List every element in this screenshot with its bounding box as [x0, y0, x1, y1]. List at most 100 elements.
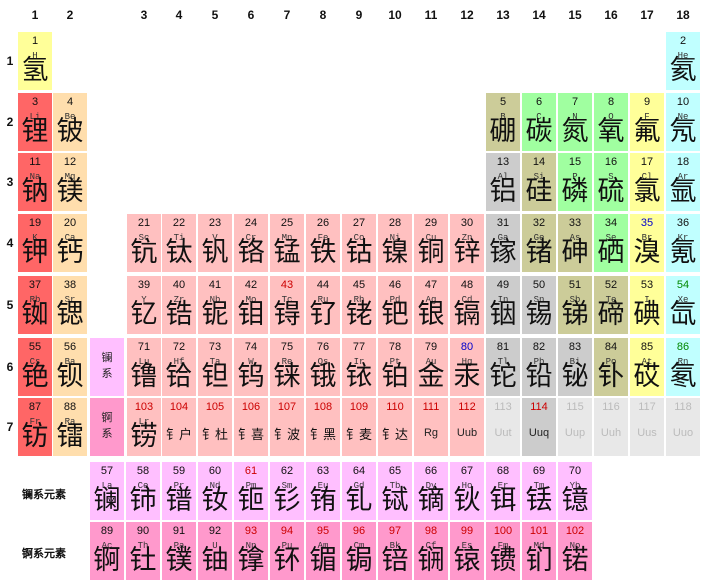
element-cell[interactable]: 35 Br 溴 [630, 214, 664, 272]
element-cell[interactable]: 60 Nd 钕 [198, 462, 232, 520]
element-cell[interactable]: 24 Cr 铬 [234, 214, 268, 272]
element-cell[interactable]: 109Mt钅麦 [342, 398, 376, 456]
element-cell[interactable]: 70 Yb 镱 [558, 462, 592, 520]
element-cell[interactable]: 32 Ge 锗 [522, 214, 556, 272]
element-cell[interactable]: 113 Uut [486, 398, 520, 456]
element-cell[interactable]: 118 Uuo [666, 398, 700, 456]
element-cell[interactable]: 51 Sb 锑 [558, 276, 592, 334]
element-cell[interactable]: 75 Re 铼 [270, 338, 304, 396]
element-cell[interactable]: 38 Sr 锶 [53, 276, 87, 334]
element-cell[interactable]: 77 Ir 铱 [342, 338, 376, 396]
element-cell[interactable]: 42 Mo 钼 [234, 276, 268, 334]
element-cell[interactable]: 61 Pm 钷 [234, 462, 268, 520]
element-cell[interactable]: 84 Po 钋 [594, 338, 628, 396]
element-cell[interactable]: 43 Tc 锝 [270, 276, 304, 334]
element-cell[interactable]: 97 Bk 锫 [378, 522, 412, 580]
element-cell[interactable]: 116 Uuh [594, 398, 628, 456]
element-cell[interactable]: 41 Nb 铌 [198, 276, 232, 334]
element-cell[interactable]: 48 Cd 镉 [450, 276, 484, 334]
element-cell[interactable]: 92 U 铀 [198, 522, 232, 580]
element-cell[interactable]: 98 Cf 锎 [414, 522, 448, 580]
element-cell[interactable]: 10 Ne 氖 [666, 93, 700, 151]
element-cell[interactable]: 100 Fm 镄 [486, 522, 520, 580]
element-cell[interactable]: 115 Uup [558, 398, 592, 456]
element-cell[interactable]: 93 Np 镎 [234, 522, 268, 580]
element-cell[interactable]: 55 Cs 铯 [18, 338, 52, 396]
element-cell[interactable]: 88 Ra 镭 [53, 398, 87, 456]
element-cell[interactable]: 19 K 钾 [18, 214, 52, 272]
element-cell[interactable]: 28 Ni 镍 [378, 214, 412, 272]
element-cell[interactable]: 83 Bi 铋 [558, 338, 592, 396]
element-cell[interactable]: 81 Tl 铊 [486, 338, 520, 396]
element-cell[interactable]: 16 S 硫 [594, 153, 628, 211]
element-cell[interactable]: 80 Hg 汞 [450, 338, 484, 396]
element-cell[interactable]: 30 Zn 锌 [450, 214, 484, 272]
element-cell[interactable]: 2 He 氦 [666, 32, 700, 90]
element-cell[interactable]: 82 Pb 铅 [522, 338, 556, 396]
element-cell[interactable]: 39 Y 钇 [127, 276, 161, 334]
element-cell[interactable]: 11 Na 钠 [18, 153, 52, 211]
element-cell[interactable]: 36 Kr 氪 [666, 214, 700, 272]
element-cell[interactable]: 89 Ac 锕 [90, 522, 124, 580]
element-cell[interactable]: 4 Be 铍 [53, 93, 87, 151]
element-cell[interactable]: 18 Ar 氩 [666, 153, 700, 211]
element-cell[interactable]: 37 Rb 铷 [18, 276, 52, 334]
element-cell[interactable]: 76 Os 锇 [306, 338, 340, 396]
element-cell[interactable]: 62 Sm 钐 [270, 462, 304, 520]
element-cell[interactable]: 52 Te 碲 [594, 276, 628, 334]
element-cell[interactable]: 94 Pu 钚 [270, 522, 304, 580]
element-cell[interactable]: 69 Tm 铥 [522, 462, 556, 520]
element-cell[interactable]: 59 Pr 镨 [162, 462, 196, 520]
element-cell[interactable]: 90 Th 钍 [126, 522, 160, 580]
element-cell[interactable]: 79 Au 金 [414, 338, 448, 396]
actinide-series-cell[interactable]: 锕系 [90, 398, 124, 456]
element-cell[interactable]: 47 Ag 银 [414, 276, 448, 334]
element-cell[interactable]: 102 No 锘 [558, 522, 592, 580]
element-cell[interactable]: 71 Lu 镥 [127, 338, 161, 396]
element-cell[interactable]: 25 Mn 锰 [270, 214, 304, 272]
element-cell[interactable]: 73 Ta 钽 [198, 338, 232, 396]
element-cell[interactable]: 108Hs钅黑 [306, 398, 340, 456]
element-cell[interactable]: 86 Rn 氡 [666, 338, 700, 396]
element-cell[interactable]: 104Rf钅户 [162, 398, 196, 456]
element-cell[interactable]: 91 Pa 镤 [162, 522, 196, 580]
element-cell[interactable]: 46 Pd 钯 [378, 276, 412, 334]
element-cell[interactable]: 20 Ca 钙 [53, 214, 87, 272]
element-cell[interactable]: 111 Rg [414, 398, 448, 456]
element-cell[interactable]: 87 Fr 钫 [18, 398, 52, 456]
element-cell[interactable]: 17 Cl 氯 [630, 153, 664, 211]
element-cell[interactable]: 26 Fe 铁 [306, 214, 340, 272]
element-cell[interactable]: 107Bh钅波 [270, 398, 304, 456]
element-cell[interactable]: 27 Co 钴 [342, 214, 376, 272]
element-cell[interactable]: 31 Ga 镓 [486, 214, 520, 272]
element-cell[interactable]: 96 Cm 锔 [342, 522, 376, 580]
element-cell[interactable]: 117 Uus [630, 398, 664, 456]
element-cell[interactable]: 64 Gd 钆 [342, 462, 376, 520]
element-cell[interactable]: 65 Tb 铽 [378, 462, 412, 520]
element-cell[interactable]: 44 Ru 钌 [306, 276, 340, 334]
element-cell[interactable]: 99 Es 锿 [450, 522, 484, 580]
element-cell[interactable]: 72 Hf 铪 [162, 338, 196, 396]
element-cell[interactable]: 22 Ti 钛 [162, 214, 196, 272]
element-cell[interactable]: 3 Li 锂 [18, 93, 52, 151]
element-cell[interactable]: 13 Al 铝 [486, 153, 520, 211]
element-cell[interactable]: 15 P 磷 [558, 153, 592, 211]
lanthanide-series-cell[interactable]: 镧系 [90, 338, 124, 396]
element-cell[interactable]: 101 Md 钔 [522, 522, 556, 580]
element-cell[interactable]: 21 Sc 钪 [127, 214, 161, 272]
element-cell[interactable]: 12 Mg 镁 [53, 153, 87, 211]
element-cell[interactable]: 53 I 碘 [630, 276, 664, 334]
element-cell[interactable]: 85 At 砹 [630, 338, 664, 396]
element-cell[interactable]: 114 Uuq [522, 398, 556, 456]
element-cell[interactable]: 105Db钅杜 [198, 398, 232, 456]
element-cell[interactable]: 34 Se 硒 [594, 214, 628, 272]
element-cell[interactable]: 106Sg钅喜 [234, 398, 268, 456]
element-cell[interactable]: 45 Rh 铑 [342, 276, 376, 334]
element-cell[interactable]: 14 Si 硅 [522, 153, 556, 211]
element-cell[interactable]: 95 Am 镅 [306, 522, 340, 580]
element-cell[interactable]: 50 Sn 锡 [522, 276, 556, 334]
